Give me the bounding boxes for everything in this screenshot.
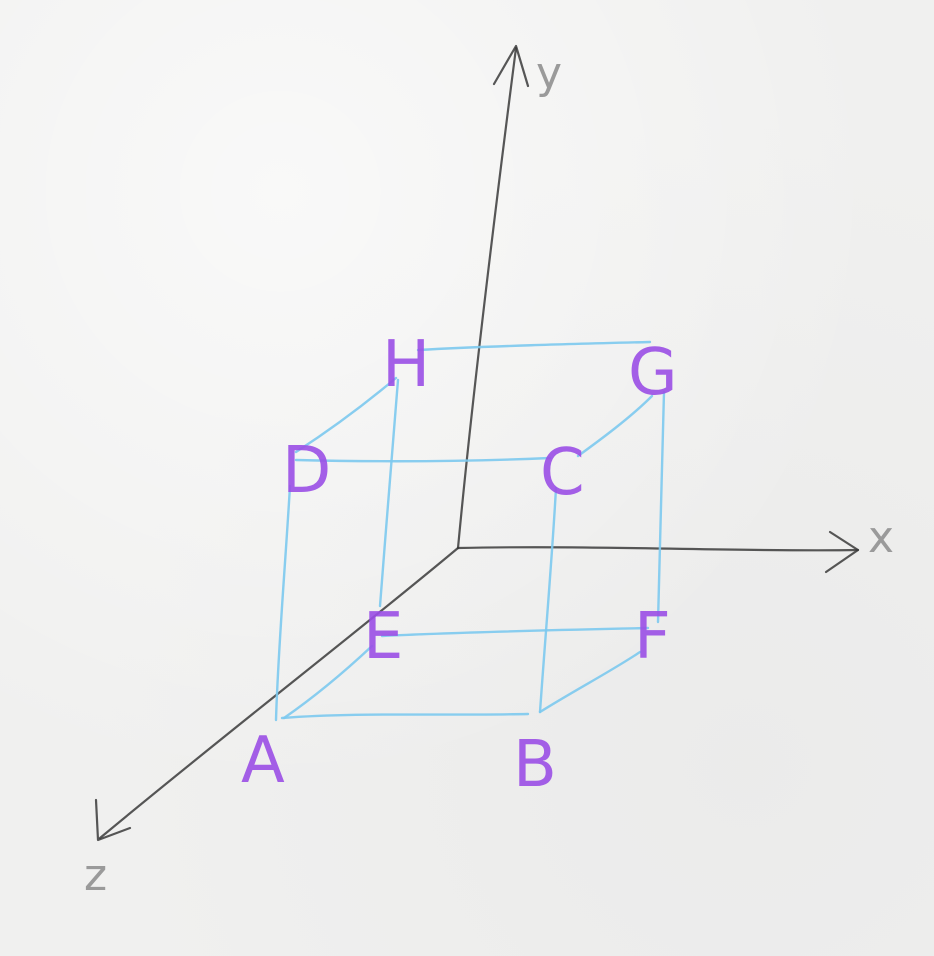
- edge-b-f: [538, 650, 642, 714]
- edge-c-d: [294, 456, 552, 463]
- vertex-label-h: H: [382, 328, 430, 402]
- edge-d-h: [294, 376, 398, 454]
- y-axis-line: [456, 46, 518, 550]
- edge-a-e: [282, 644, 374, 720]
- z-axis-label: z: [84, 850, 107, 901]
- vertex-label-a: A: [241, 724, 285, 798]
- edge-d-a: [274, 484, 292, 722]
- x-axis-arrowhead: [824, 530, 860, 574]
- x-axis-label: x: [868, 512, 894, 563]
- edge-a-b: [280, 712, 530, 720]
- edge-c-g: [576, 394, 654, 458]
- edge-g-h: [416, 340, 652, 352]
- y-axis-arrowhead: [492, 44, 530, 88]
- vertex-label-e: E: [363, 600, 403, 674]
- edge-e-f: [380, 626, 650, 638]
- z-axis-arrowhead: [94, 798, 132, 842]
- edge-h-e: [378, 378, 400, 608]
- vertex-label-b: B: [513, 728, 557, 802]
- y-axis-label: y: [536, 48, 562, 99]
- z-axis-line: [98, 546, 460, 840]
- vertex-label-d: D: [282, 434, 331, 508]
- x-axis-line: [456, 546, 860, 552]
- vertex-label-f: F: [634, 600, 671, 674]
- cube-edges: [274, 340, 666, 722]
- axes: [94, 44, 860, 842]
- vertex-labels: A B C D E F G H: [241, 328, 678, 802]
- edge-f-g: [656, 390, 666, 624]
- vertex-label-g: G: [628, 336, 678, 410]
- vertex-label-c: C: [540, 436, 585, 510]
- edge-b-c: [538, 486, 558, 714]
